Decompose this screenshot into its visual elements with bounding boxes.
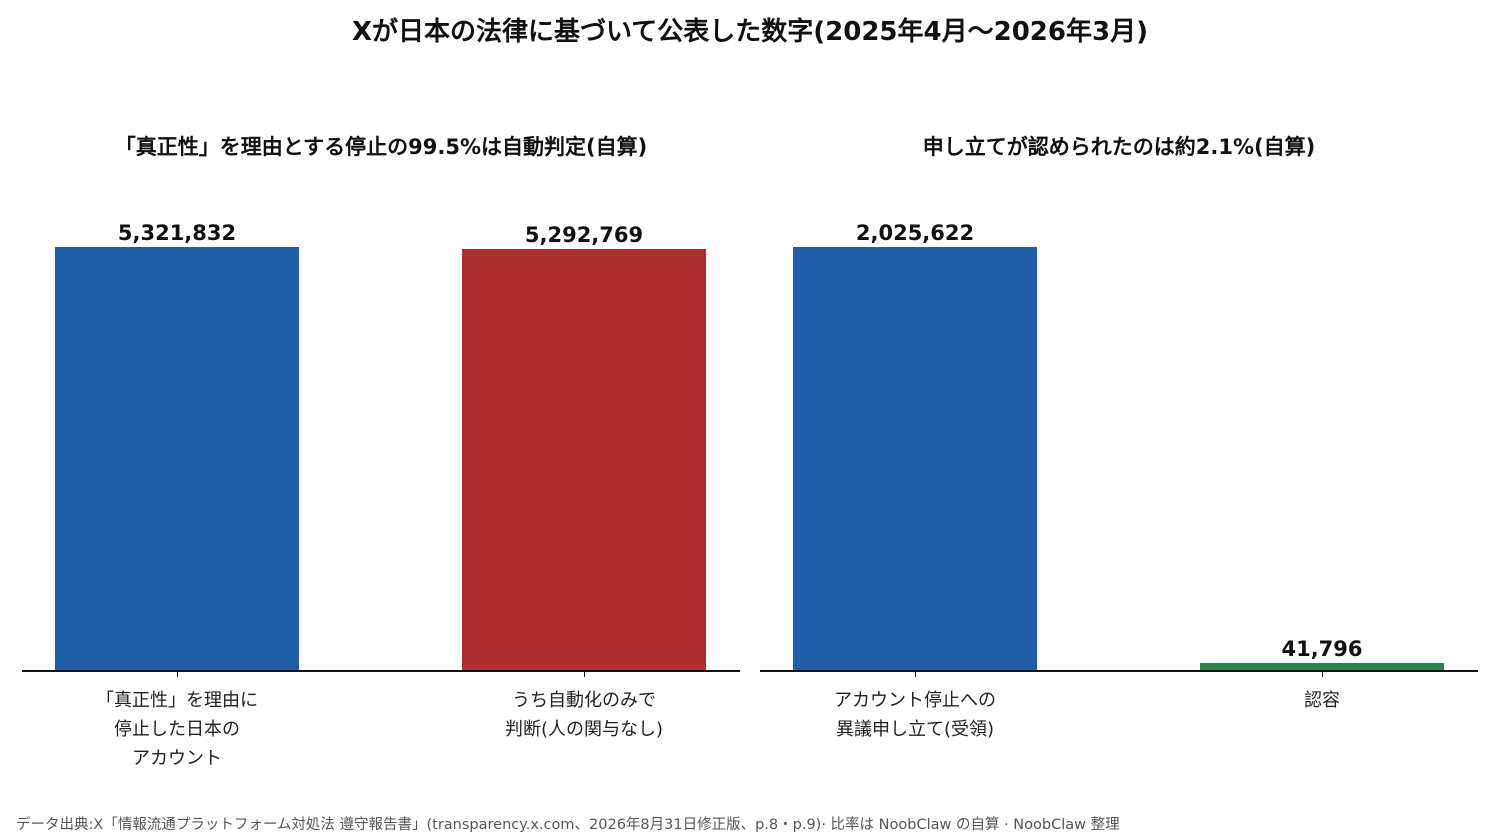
bar-appeals-granted (1200, 663, 1444, 672)
left-chart-title: 「真正性」を理由とする停止の99.5%は自動判定(自算) (114, 135, 648, 159)
value-label-appeals-received: 2,025,622 (855, 221, 975, 245)
source-footnote: データ出典:X「情報流通プラットフォーム対処法 遵守報告書」(transpare… (16, 817, 1120, 833)
x-tick (915, 672, 916, 677)
bar-appeals-received (793, 247, 1037, 672)
x-tick-label-appeals-received: アカウント停止への 異議申し立て(受領) (834, 690, 996, 740)
x-tick (177, 672, 178, 677)
x-tick (1322, 672, 1323, 677)
x-tick-label-total-suspensions: 「真正性」を理由に 停止した日本の アカウント (96, 690, 258, 769)
x-tick-label-automated-suspensions: うち自動化のみで 判断(人の関与なし) (504, 690, 664, 740)
left-x-axis (22, 670, 740, 672)
right-chart-panel: 申し立てが認められたのは約2.1%(自算) 2,025,622 41,796 ア… (760, 0, 1478, 840)
value-label-automated-suspensions: 5,292,769 (524, 223, 644, 248)
right-chart-title: 申し立てが認められたのは約2.1%(自算) (922, 135, 1316, 159)
right-plot-area: 2,025,622 41,796 (760, 160, 1478, 672)
left-plot-area: 5,321,832 5,292,769 (22, 160, 740, 672)
value-label-appeals-granted: 41,796 (1281, 637, 1363, 662)
left-chart-panel: 「真正性」を理由とする停止の99.5%は自動判定(自算) 5,321,832 5… (22, 0, 740, 840)
right-x-axis (760, 670, 1478, 672)
chart-title: Xが日本の法律に基づいて公表した数字(2025年4月～2026年3月) (352, 17, 1148, 47)
bar-automated-suspensions (462, 249, 706, 672)
x-tick (584, 672, 585, 677)
value-label-total-suspensions: 5,321,832 (117, 221, 237, 245)
x-tick-label-appeals-granted: 認容 (1304, 690, 1340, 711)
bar-total-suspensions (55, 247, 299, 672)
